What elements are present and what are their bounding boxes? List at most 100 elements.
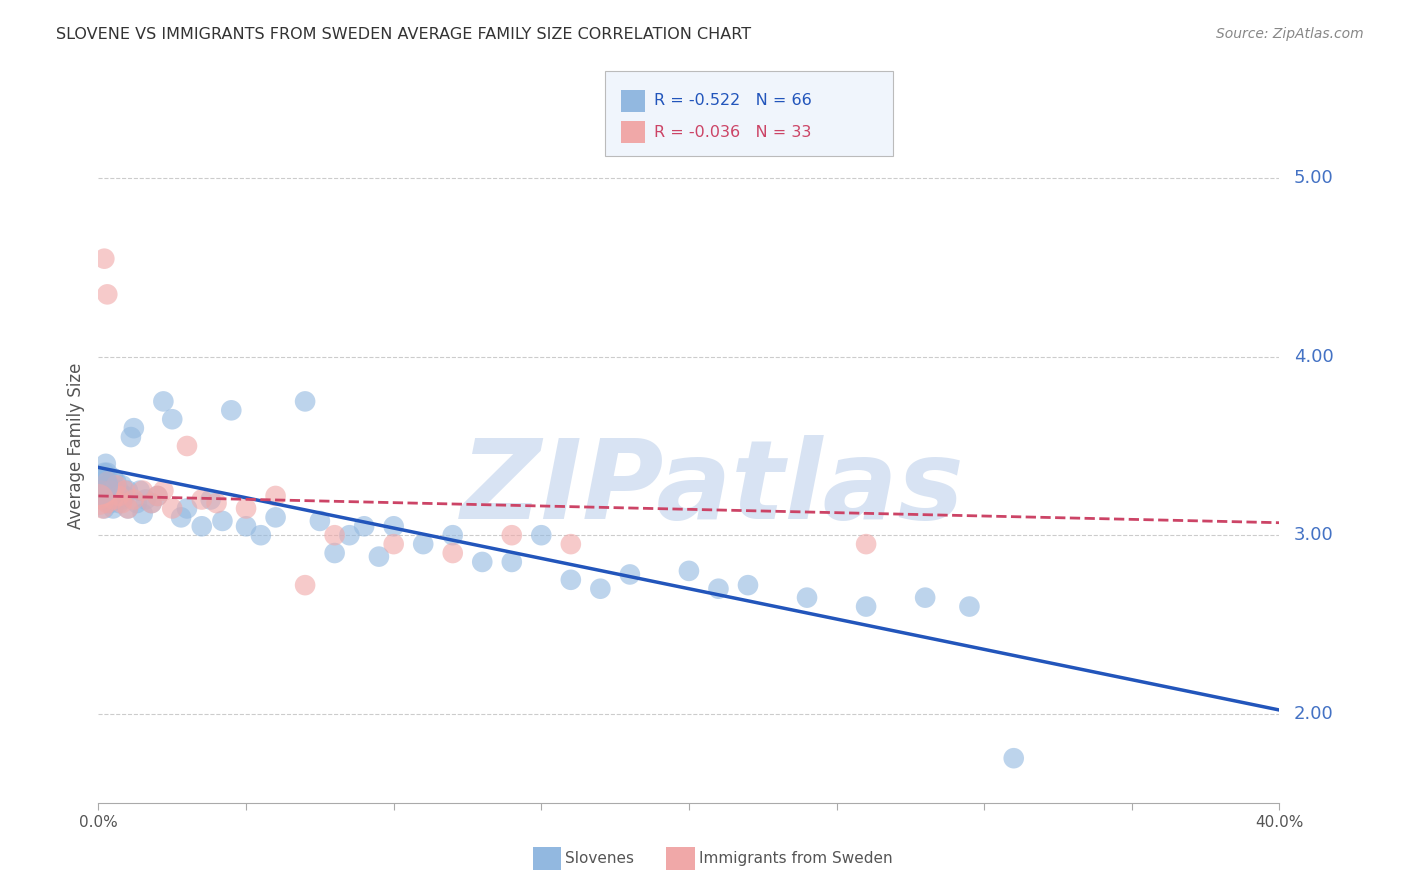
Point [96,492,118,507]
Point [87,478,110,492]
Point [120,430,142,444]
Point [441,546,464,560]
Point [98,489,121,503]
Point [191,519,214,533]
Point [141,496,163,510]
Point [105,492,128,507]
Point [176,439,198,453]
Point [103,492,125,507]
Point [501,528,523,542]
Point [152,483,174,498]
Point [219,403,242,417]
Point [89,492,111,507]
Point [382,519,405,533]
Point [105,475,128,489]
Point [114,483,136,498]
Point [560,537,582,551]
Point [323,546,346,560]
Point [1002,751,1025,765]
Point [111,492,134,507]
Text: 5.00: 5.00 [1294,169,1333,187]
Point [132,483,155,498]
Point [93,466,115,480]
Point [211,514,233,528]
Point [205,496,228,510]
Point [135,492,157,507]
Point [146,489,169,503]
Point [111,478,134,492]
Point [98,478,121,492]
Point [441,528,464,542]
Point [96,496,118,510]
Point [152,394,174,409]
Text: Slovenes: Slovenes [565,851,634,865]
Point [108,489,131,503]
Point [90,475,112,489]
Text: Immigrants from Sweden: Immigrants from Sweden [699,851,893,865]
Point [914,591,936,605]
Point [117,501,139,516]
Point [87,492,110,507]
Point [96,478,118,492]
Point [117,501,139,516]
Point [117,483,139,498]
Point [103,501,125,516]
Text: SLOVENE VS IMMIGRANTS FROM SWEDEN AVERAGE FAMILY SIZE CORRELATION CHART: SLOVENE VS IMMIGRANTS FROM SWEDEN AVERAG… [56,27,751,42]
Point [737,578,759,592]
Point [264,510,287,524]
Point [108,496,131,510]
Point [103,483,125,498]
Point [94,457,117,471]
Point [959,599,981,614]
Point [98,483,121,498]
Point [176,501,198,516]
Point [91,492,114,507]
Point [108,483,131,498]
Point [619,567,641,582]
Point [200,492,222,507]
Point [264,489,287,503]
Point [170,510,193,524]
Point [353,519,375,533]
Point [93,501,115,516]
Text: ZIPatlas: ZIPatlas [461,435,965,542]
Point [162,412,183,426]
Point [294,578,316,592]
Text: 2.00: 2.00 [1294,705,1333,723]
Point [471,555,494,569]
Point [530,528,553,542]
Point [132,507,155,521]
Point [294,394,316,409]
Point [796,591,818,605]
Point [89,483,111,498]
Point [589,582,612,596]
Point [323,528,346,542]
Text: R = -0.036   N = 33: R = -0.036 N = 33 [654,125,811,139]
Text: 3.00: 3.00 [1294,526,1333,544]
Point [91,501,114,516]
Point [125,496,148,510]
Point [128,483,150,498]
Point [96,287,118,301]
Point [103,471,125,485]
Point [146,489,169,503]
Text: R = -0.522   N = 66: R = -0.522 N = 66 [654,94,811,108]
Point [162,501,183,516]
Text: Source: ZipAtlas.com: Source: ZipAtlas.com [1216,27,1364,41]
Point [96,466,118,480]
Point [114,489,136,503]
Point [141,496,163,510]
Point [337,528,360,542]
Point [191,492,214,507]
Point [412,537,434,551]
Point [855,537,877,551]
Point [678,564,700,578]
Point [235,519,257,533]
Point [382,537,405,551]
Point [93,489,115,503]
Point [122,492,145,507]
Point [560,573,582,587]
Point [122,421,145,435]
Point [368,549,391,564]
Point [707,582,730,596]
